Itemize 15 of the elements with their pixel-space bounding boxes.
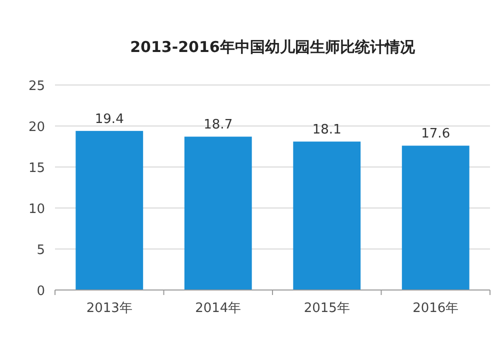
x-tick-label: 2014年 (195, 301, 242, 316)
y-tick-label: 5 (36, 243, 45, 258)
y-tick-label: 0 (36, 284, 45, 299)
x-tick-label: 2013年 (86, 301, 132, 316)
x-tick-label: 2015年 (304, 301, 350, 316)
y-tick-label: 10 (28, 202, 45, 217)
data-label: 17.6 (421, 126, 450, 142)
y-tick-label: 15 (28, 161, 45, 176)
data-label: 18.1 (312, 122, 342, 138)
y-tick-label: 20 (28, 120, 45, 135)
y-tick-label: 25 (28, 79, 45, 94)
data-label: 19.4 (94, 112, 124, 127)
chart-title: 2013-2016年中国幼儿园生师比统计情况 (130, 38, 416, 56)
x-tick-label: 2016年 (412, 301, 459, 316)
data-label: 18.7 (204, 118, 233, 133)
